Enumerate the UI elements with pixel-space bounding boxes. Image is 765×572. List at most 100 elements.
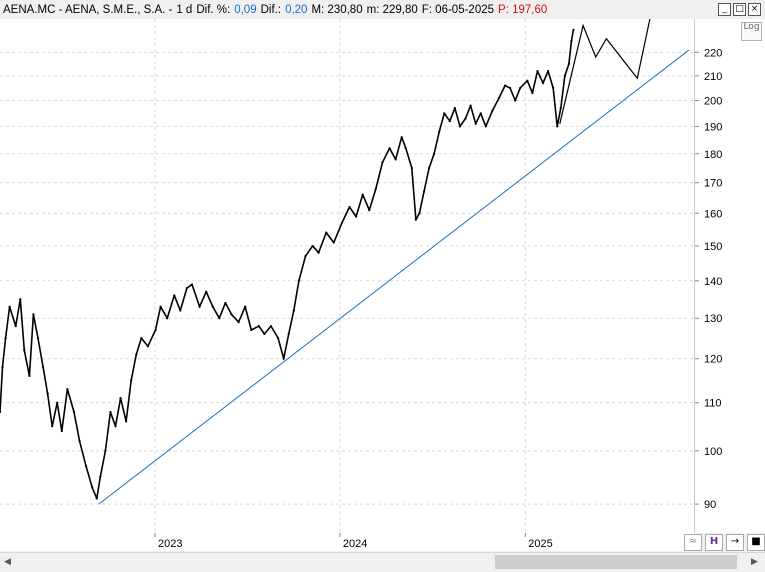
- y-tick-label: 160: [704, 208, 722, 220]
- price-point: [282, 357, 285, 360]
- price-label: P: 197,60: [498, 3, 548, 16]
- price-point: [72, 410, 76, 414]
- price-point: [448, 120, 451, 123]
- price-point: [4, 336, 7, 340]
- price-point: [374, 187, 377, 190]
- price-point: [317, 251, 320, 254]
- price-point: [119, 397, 122, 400]
- support-trendline: [98, 49, 690, 505]
- price-point: [418, 212, 421, 215]
- y-tick-label: 170: [704, 178, 722, 190]
- price-point: [277, 336, 280, 340]
- price-point: [404, 147, 407, 150]
- price-point: [140, 336, 143, 340]
- price-point: [51, 425, 54, 428]
- time-axis-svg: 2023 2024 2025: [154, 533, 553, 550]
- price-point: [146, 345, 150, 348]
- price-point: [85, 465, 88, 468]
- maximize-button[interactable]: □: [733, 3, 746, 16]
- price-point: [130, 379, 133, 382]
- price-point: [497, 96, 501, 100]
- price-point: [514, 99, 517, 102]
- wave-icon[interactable]: ≈: [684, 534, 702, 551]
- price-point: [41, 366, 45, 369]
- price-point: [474, 122, 477, 125]
- chart-plot-area[interactable]: [0, 2, 695, 533]
- close-button[interactable]: ×: [748, 3, 761, 16]
- price-point: [484, 125, 487, 128]
- price-point: [198, 305, 201, 308]
- bottom-toolbar: ≈ H → ■: [684, 534, 765, 551]
- price-point: [60, 429, 63, 433]
- price-point: [388, 147, 391, 150]
- price-point: [453, 107, 456, 110]
- price-point: [297, 279, 300, 282]
- scroll-right-icon[interactable]: ▶: [751, 557, 758, 567]
- price-point: [173, 294, 176, 297]
- price-point: [1, 366, 4, 369]
- min-label: m: 229,80: [366, 3, 418, 16]
- price-point: [368, 209, 371, 212]
- price-point: [410, 166, 413, 170]
- dif-pct-label: Dif. %:: [196, 3, 231, 16]
- y-tick-label: 150: [704, 241, 722, 253]
- y-tick-label: 120: [704, 354, 722, 366]
- price-point: [23, 349, 26, 352]
- price-point: [547, 69, 550, 73]
- price-point: [56, 401, 59, 404]
- price-point: [572, 28, 575, 31]
- price-point: [99, 475, 102, 478]
- x-tick-label: 2024: [343, 538, 367, 550]
- price-point: [211, 305, 214, 308]
- symbol-name: AENA.MC - AENA, S.M.E., S.A. -: [3, 3, 173, 16]
- dif-label: Dif.:: [260, 3, 282, 16]
- log-scale-button[interactable]: Log: [741, 22, 762, 41]
- price-chart-svg[interactable]: [0, 2, 694, 533]
- black-square-icon[interactable]: ■: [747, 534, 765, 551]
- x-tick-label: 2025: [528, 538, 552, 550]
- price-point: [556, 125, 559, 128]
- price-point: [458, 125, 462, 128]
- price-point: [433, 152, 436, 155]
- max-label: M: 230,80: [311, 3, 363, 16]
- y-tick-label: 140: [704, 276, 722, 288]
- price-point: [32, 313, 35, 316]
- price-point: [503, 84, 507, 87]
- price-point: [135, 353, 138, 356]
- price-point: [159, 305, 162, 308]
- price-point: [78, 439, 81, 442]
- y-tick-label: 130: [704, 313, 722, 325]
- price-point: [443, 112, 446, 115]
- horizontal-scrollbar[interactable]: ◀ ▶: [0, 552, 765, 572]
- price-point: [125, 420, 128, 423]
- price-point: [104, 449, 107, 452]
- right-panel: [738, 19, 765, 533]
- price-point: [28, 374, 31, 377]
- price-point: [414, 218, 417, 221]
- price-point: [491, 109, 494, 112]
- price-point: [250, 328, 253, 332]
- minimize-button[interactable]: _: [718, 3, 731, 16]
- price-point: [570, 39, 573, 43]
- price-point: [526, 79, 529, 82]
- price-point: [237, 321, 240, 324]
- price-point: [311, 244, 314, 248]
- price-point: [394, 158, 397, 161]
- price-point: [509, 86, 512, 90]
- y-tick-label: 190: [704, 121, 722, 133]
- price-point: [46, 392, 49, 395]
- scroll-left-icon[interactable]: ◀: [4, 557, 11, 567]
- price-point: [519, 86, 522, 90]
- y-tick-label: 180: [704, 149, 722, 161]
- price-point: [0, 410, 2, 414]
- price-point: [536, 69, 539, 73]
- price-point: [205, 290, 208, 293]
- h-icon[interactable]: H: [705, 534, 723, 551]
- price-point: [154, 328, 157, 332]
- projection-path: [559, 4, 654, 124]
- scrollbar-thumb[interactable]: [495, 555, 737, 569]
- price-point: [179, 309, 182, 312]
- arrow-right-icon[interactable]: →: [726, 534, 744, 551]
- price-point: [479, 112, 482, 115]
- time-axis: 2023 2024 2025: [0, 533, 694, 551]
